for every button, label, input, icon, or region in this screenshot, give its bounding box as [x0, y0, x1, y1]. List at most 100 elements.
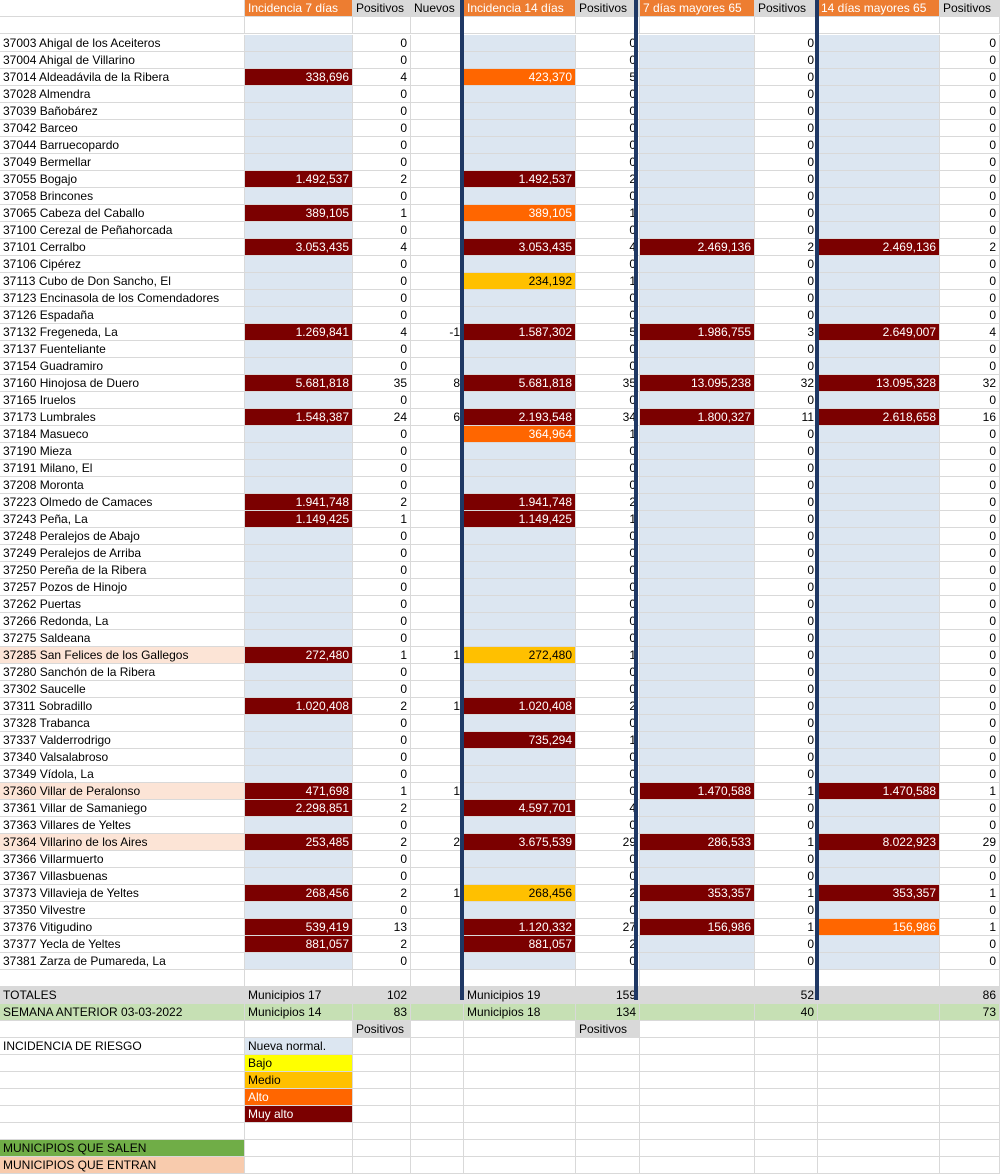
- data-cell[interactable]: 0: [940, 715, 1000, 732]
- data-cell[interactable]: 0: [353, 596, 411, 613]
- data-cell[interactable]: [411, 613, 464, 630]
- empty-cell[interactable]: [245, 1021, 353, 1038]
- data-cell[interactable]: [464, 579, 576, 596]
- data-cell[interactable]: 5.681,818: [245, 375, 353, 392]
- data-cell[interactable]: 0: [576, 341, 640, 358]
- data-cell[interactable]: 0: [940, 103, 1000, 120]
- municipality-name[interactable]: 37350 Vilvestre: [0, 902, 245, 919]
- municipality-name[interactable]: 37123 Encinasola de los Comendadores: [0, 290, 245, 307]
- data-cell[interactable]: [464, 630, 576, 647]
- data-cell[interactable]: [411, 392, 464, 409]
- data-cell[interactable]: 0: [940, 69, 1000, 86]
- data-cell[interactable]: 2: [576, 171, 640, 188]
- data-cell[interactable]: 0: [353, 426, 411, 443]
- municipality-name[interactable]: 37184 Masueco: [0, 426, 245, 443]
- data-cell[interactable]: [818, 545, 940, 562]
- data-cell[interactable]: [411, 341, 464, 358]
- totales-cell[interactable]: 159: [576, 987, 640, 1004]
- data-cell[interactable]: 2: [576, 936, 640, 953]
- empty-cell[interactable]: [640, 1021, 755, 1038]
- data-cell[interactable]: 0: [353, 613, 411, 630]
- data-cell[interactable]: [245, 732, 353, 749]
- data-cell[interactable]: [464, 851, 576, 868]
- data-cell[interactable]: [818, 749, 940, 766]
- header-cell[interactable]: 14 días mayores 65: [818, 0, 940, 17]
- data-cell[interactable]: 2: [576, 885, 640, 902]
- data-cell[interactable]: 13.095,328: [818, 375, 940, 392]
- municipality-name[interactable]: 37042 Barceo: [0, 120, 245, 137]
- data-cell[interactable]: 2: [576, 698, 640, 715]
- empty-cell[interactable]: [464, 1021, 576, 1038]
- data-cell[interactable]: [411, 239, 464, 256]
- data-cell[interactable]: [818, 936, 940, 953]
- data-cell[interactable]: 0: [940, 307, 1000, 324]
- data-cell[interactable]: 0: [353, 766, 411, 783]
- data-cell[interactable]: [640, 953, 755, 970]
- data-cell[interactable]: 0: [755, 902, 818, 919]
- empty-cell[interactable]: [0, 1089, 245, 1106]
- data-cell[interactable]: 0: [576, 35, 640, 52]
- data-cell[interactable]: 0: [353, 154, 411, 171]
- data-cell[interactable]: 0: [755, 613, 818, 630]
- municipality-name[interactable]: 37132 Fregeneda, La: [0, 324, 245, 341]
- empty-cell[interactable]: [818, 1106, 940, 1123]
- data-cell[interactable]: [411, 52, 464, 69]
- empty-cell[interactable]: [940, 1038, 1000, 1055]
- data-cell[interactable]: [818, 86, 940, 103]
- data-cell[interactable]: [464, 154, 576, 171]
- municipality-name[interactable]: 37266 Redonda, La: [0, 613, 245, 630]
- data-cell[interactable]: [464, 766, 576, 783]
- data-cell[interactable]: [640, 511, 755, 528]
- data-cell[interactable]: 0: [576, 766, 640, 783]
- data-cell[interactable]: 32: [940, 375, 1000, 392]
- empty-cell[interactable]: [640, 1089, 755, 1106]
- data-cell[interactable]: 539,419: [245, 919, 353, 936]
- empty-cell[interactable]: [576, 17, 640, 34]
- data-cell[interactable]: 0: [755, 732, 818, 749]
- data-cell[interactable]: 0: [576, 392, 640, 409]
- empty-cell[interactable]: [640, 1123, 755, 1140]
- data-cell[interactable]: [640, 681, 755, 698]
- data-cell[interactable]: 0: [353, 392, 411, 409]
- data-cell[interactable]: [464, 562, 576, 579]
- data-cell[interactable]: 0: [940, 256, 1000, 273]
- empty-cell[interactable]: [818, 1089, 940, 1106]
- empty-cell[interactable]: [940, 1157, 1000, 1174]
- municipality-name[interactable]: 37257 Pozos de Hinojo: [0, 579, 245, 596]
- data-cell[interactable]: [818, 358, 940, 375]
- data-cell[interactable]: [411, 868, 464, 885]
- data-cell[interactable]: 1.149,425: [245, 511, 353, 528]
- municipality-name[interactable]: 37363 Villares de Yeltes: [0, 817, 245, 834]
- data-cell[interactable]: 0: [353, 273, 411, 290]
- empty-cell[interactable]: [940, 1021, 1000, 1038]
- data-cell[interactable]: [411, 715, 464, 732]
- data-cell[interactable]: [818, 426, 940, 443]
- data-cell[interactable]: 0: [576, 120, 640, 137]
- empty-cell[interactable]: [755, 1089, 818, 1106]
- municipality-name[interactable]: 37126 Espadaña: [0, 307, 245, 324]
- data-cell[interactable]: 0: [755, 86, 818, 103]
- data-cell[interactable]: 4: [940, 324, 1000, 341]
- data-cell[interactable]: [245, 222, 353, 239]
- data-cell[interactable]: 0: [755, 749, 818, 766]
- municipality-name[interactable]: 37058 Brincones: [0, 188, 245, 205]
- data-cell[interactable]: [411, 902, 464, 919]
- data-cell[interactable]: 1: [576, 732, 640, 749]
- data-cell[interactable]: [818, 273, 940, 290]
- data-cell[interactable]: [411, 953, 464, 970]
- data-cell[interactable]: 4.597,701: [464, 800, 576, 817]
- positivos-label[interactable]: Positivos: [353, 1021, 411, 1038]
- data-cell[interactable]: [818, 851, 940, 868]
- data-cell[interactable]: 0: [755, 868, 818, 885]
- data-cell[interactable]: [640, 52, 755, 69]
- data-cell[interactable]: [411, 154, 464, 171]
- municipality-name[interactable]: 37361 Villar de Samaniego: [0, 800, 245, 817]
- data-cell[interactable]: [411, 919, 464, 936]
- data-cell[interactable]: 0: [940, 664, 1000, 681]
- data-cell[interactable]: 1.941,748: [464, 494, 576, 511]
- data-cell[interactable]: [411, 358, 464, 375]
- data-cell[interactable]: 1: [940, 783, 1000, 800]
- data-cell[interactable]: [818, 647, 940, 664]
- empty-cell[interactable]: [576, 1055, 640, 1072]
- data-cell[interactable]: [640, 205, 755, 222]
